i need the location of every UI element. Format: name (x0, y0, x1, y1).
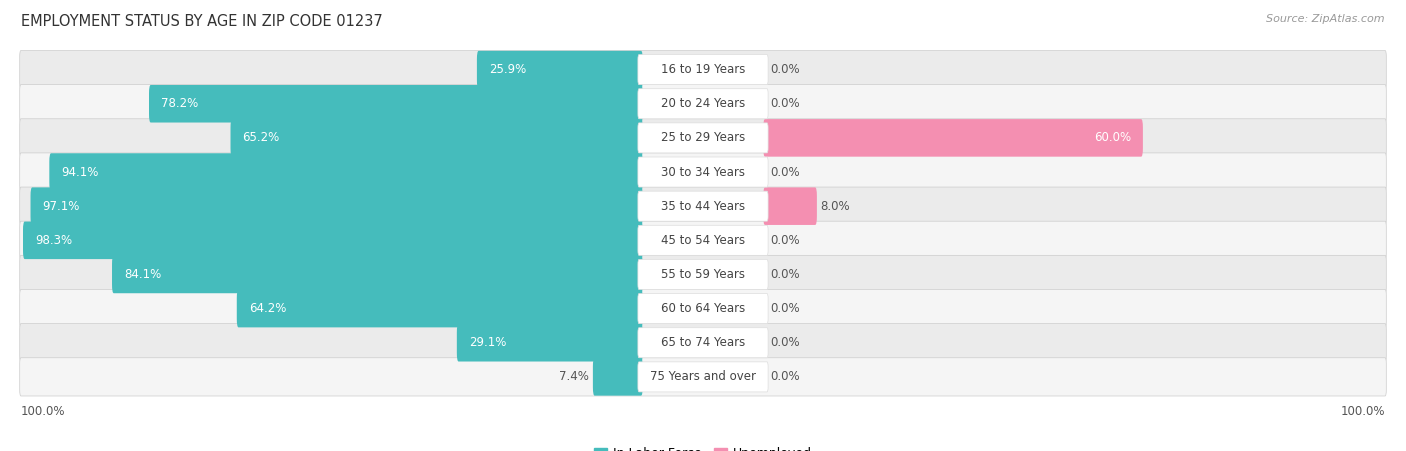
FancyBboxPatch shape (20, 358, 1386, 396)
Text: 78.2%: 78.2% (162, 97, 198, 110)
Text: 98.3%: 98.3% (35, 234, 72, 247)
Text: 0.0%: 0.0% (770, 302, 800, 315)
FancyBboxPatch shape (20, 221, 1386, 259)
FancyBboxPatch shape (638, 89, 768, 119)
Text: 75 Years and over: 75 Years and over (650, 370, 756, 383)
FancyBboxPatch shape (638, 259, 768, 290)
Text: 0.0%: 0.0% (770, 370, 800, 383)
FancyBboxPatch shape (638, 294, 768, 324)
Text: 30 to 34 Years: 30 to 34 Years (661, 166, 745, 179)
FancyBboxPatch shape (638, 362, 768, 392)
Text: 64.2%: 64.2% (249, 302, 287, 315)
Text: 0.0%: 0.0% (770, 63, 800, 76)
FancyBboxPatch shape (112, 256, 643, 293)
FancyBboxPatch shape (763, 119, 1143, 156)
FancyBboxPatch shape (49, 153, 643, 191)
FancyBboxPatch shape (638, 328, 768, 358)
Text: 60.0%: 60.0% (1094, 131, 1130, 144)
FancyBboxPatch shape (20, 51, 1386, 89)
FancyBboxPatch shape (31, 188, 643, 225)
Text: 65 to 74 Years: 65 to 74 Years (661, 336, 745, 349)
Text: 94.1%: 94.1% (62, 166, 98, 179)
FancyBboxPatch shape (638, 55, 768, 85)
FancyBboxPatch shape (638, 157, 768, 187)
Text: Source: ZipAtlas.com: Source: ZipAtlas.com (1267, 14, 1385, 23)
Legend: In Labor Force, Unemployed: In Labor Force, Unemployed (589, 442, 817, 451)
FancyBboxPatch shape (20, 187, 1386, 226)
Text: 7.4%: 7.4% (560, 370, 589, 383)
Text: 60 to 64 Years: 60 to 64 Years (661, 302, 745, 315)
Text: 29.1%: 29.1% (468, 336, 506, 349)
FancyBboxPatch shape (22, 221, 643, 259)
Text: 97.1%: 97.1% (42, 200, 80, 213)
Text: 0.0%: 0.0% (770, 234, 800, 247)
FancyBboxPatch shape (20, 153, 1386, 191)
FancyBboxPatch shape (20, 85, 1386, 123)
FancyBboxPatch shape (638, 226, 768, 255)
FancyBboxPatch shape (20, 324, 1386, 362)
FancyBboxPatch shape (638, 123, 768, 153)
Text: 20 to 24 Years: 20 to 24 Years (661, 97, 745, 110)
FancyBboxPatch shape (231, 119, 643, 156)
Text: 84.1%: 84.1% (124, 268, 162, 281)
Text: 8.0%: 8.0% (821, 200, 851, 213)
Text: 55 to 59 Years: 55 to 59 Years (661, 268, 745, 281)
FancyBboxPatch shape (763, 188, 817, 225)
FancyBboxPatch shape (477, 51, 643, 88)
Text: 35 to 44 Years: 35 to 44 Years (661, 200, 745, 213)
FancyBboxPatch shape (593, 358, 643, 396)
FancyBboxPatch shape (236, 290, 643, 327)
FancyBboxPatch shape (20, 290, 1386, 328)
Text: 25.9%: 25.9% (489, 63, 526, 76)
FancyBboxPatch shape (149, 85, 643, 123)
Text: 0.0%: 0.0% (770, 97, 800, 110)
FancyBboxPatch shape (638, 191, 768, 221)
FancyBboxPatch shape (457, 324, 643, 362)
Text: 100.0%: 100.0% (21, 405, 66, 418)
Text: 25 to 29 Years: 25 to 29 Years (661, 131, 745, 144)
Text: 0.0%: 0.0% (770, 336, 800, 349)
Text: 16 to 19 Years: 16 to 19 Years (661, 63, 745, 76)
FancyBboxPatch shape (20, 119, 1386, 157)
Text: 0.0%: 0.0% (770, 268, 800, 281)
Text: 0.0%: 0.0% (770, 166, 800, 179)
Text: 45 to 54 Years: 45 to 54 Years (661, 234, 745, 247)
FancyBboxPatch shape (20, 255, 1386, 294)
Text: EMPLOYMENT STATUS BY AGE IN ZIP CODE 01237: EMPLOYMENT STATUS BY AGE IN ZIP CODE 012… (21, 14, 382, 28)
Text: 65.2%: 65.2% (243, 131, 280, 144)
Text: 100.0%: 100.0% (1340, 405, 1385, 418)
